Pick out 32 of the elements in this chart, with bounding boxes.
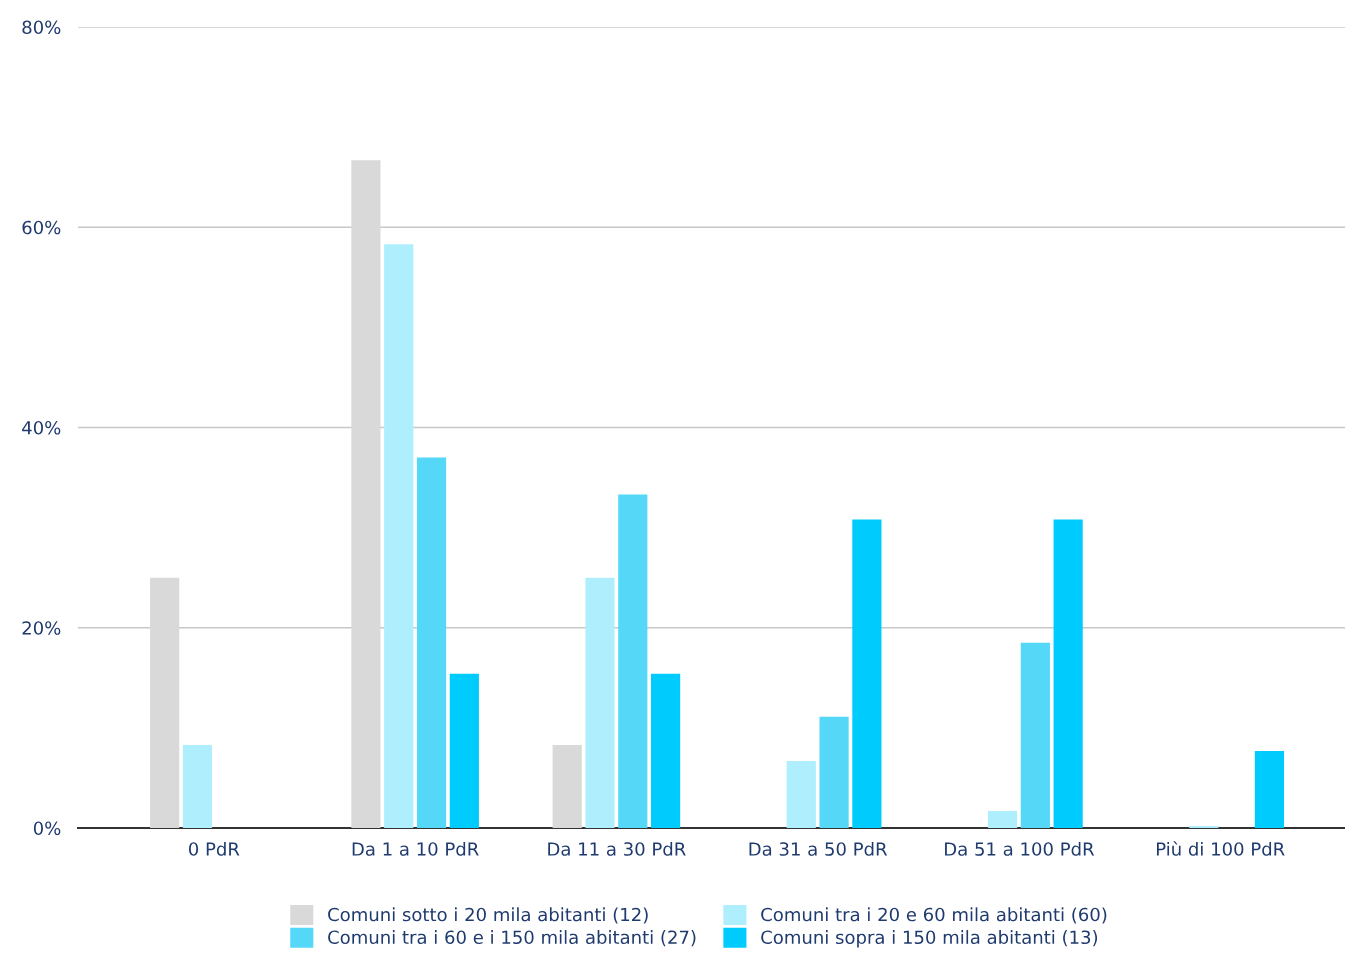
x-tick-label: Da 31 a 50 PdR: [749, 841, 888, 856]
bar: [1254, 750, 1285, 828]
bar: [449, 673, 479, 828]
x-tick-label: 0 PdR: [188, 841, 240, 856]
bar: [852, 519, 882, 828]
bar: [618, 494, 648, 828]
bar: [552, 744, 582, 828]
y-tick-label: 80%: [22, 20, 61, 35]
legend-label: Comuni sotto i 20 mila abitanti (12): [328, 907, 648, 924]
x-tick-label: Più di 100 PdR: [1156, 841, 1285, 856]
y-tick-label: 40%: [22, 420, 61, 435]
bar: [1020, 642, 1050, 828]
x-tick-label: Da 1 a 10 PdR: [352, 841, 479, 856]
y-tick-label: 0%: [33, 821, 61, 836]
bar: [651, 673, 681, 828]
bar: [819, 716, 849, 828]
x-tick-label: Da 11 a 30 PdR: [548, 841, 686, 856]
legend-label: Comuni tra i 20 e 60 mila abitanti (60): [761, 907, 1107, 924]
bar: [150, 577, 180, 828]
y-tick-label: 60%: [22, 220, 61, 235]
bar: [384, 244, 414, 828]
bar: [987, 810, 1018, 828]
bar: [585, 577, 615, 828]
legend-label: Comuni sopra i 150 mila abitanti (13): [761, 930, 1098, 948]
x-tick-label: Da 51 a 100 PdR: [945, 841, 1095, 856]
bar: [182, 744, 213, 828]
bar: [786, 760, 816, 828]
bar: [351, 160, 381, 828]
y-tick-label: 20%: [22, 621, 61, 635]
legend-label: Comuni tra i 60 e i 150 mila abitanti (27): [328, 930, 696, 947]
bar: [1053, 519, 1083, 828]
bar: [416, 457, 447, 828]
